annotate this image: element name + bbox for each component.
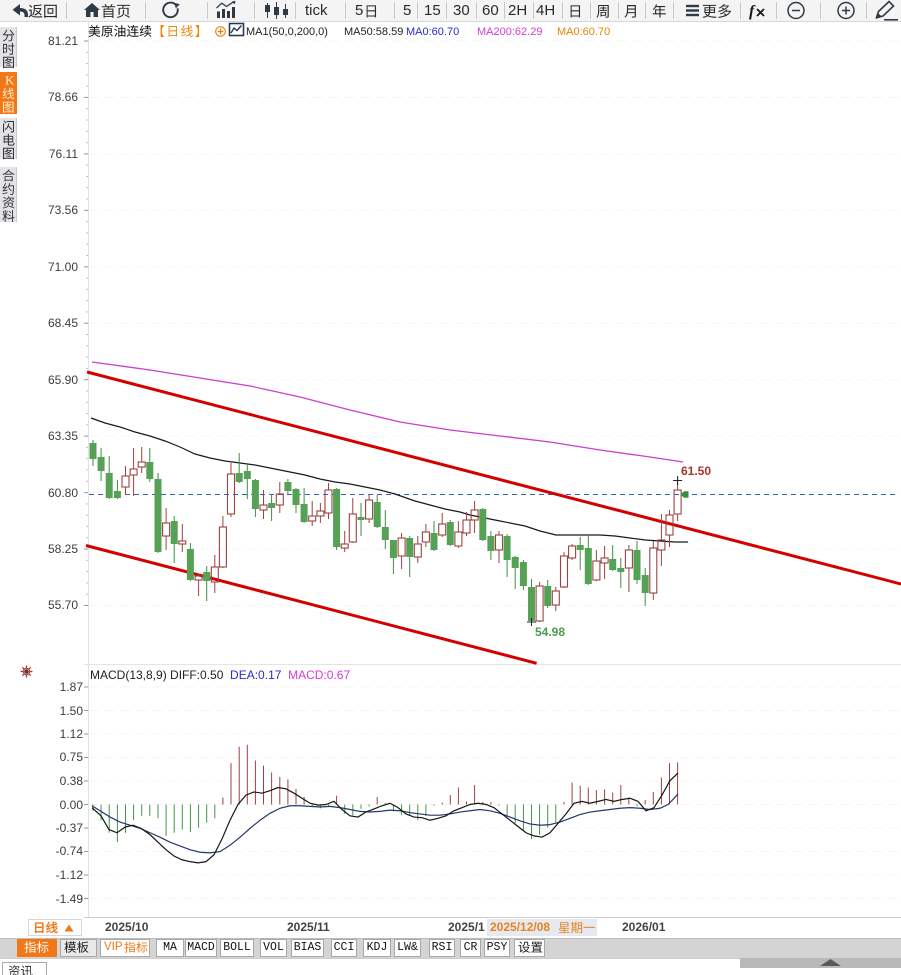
svg-text:61.50: 61.50 bbox=[681, 464, 711, 478]
svg-text:54.98: 54.98 bbox=[535, 625, 565, 639]
